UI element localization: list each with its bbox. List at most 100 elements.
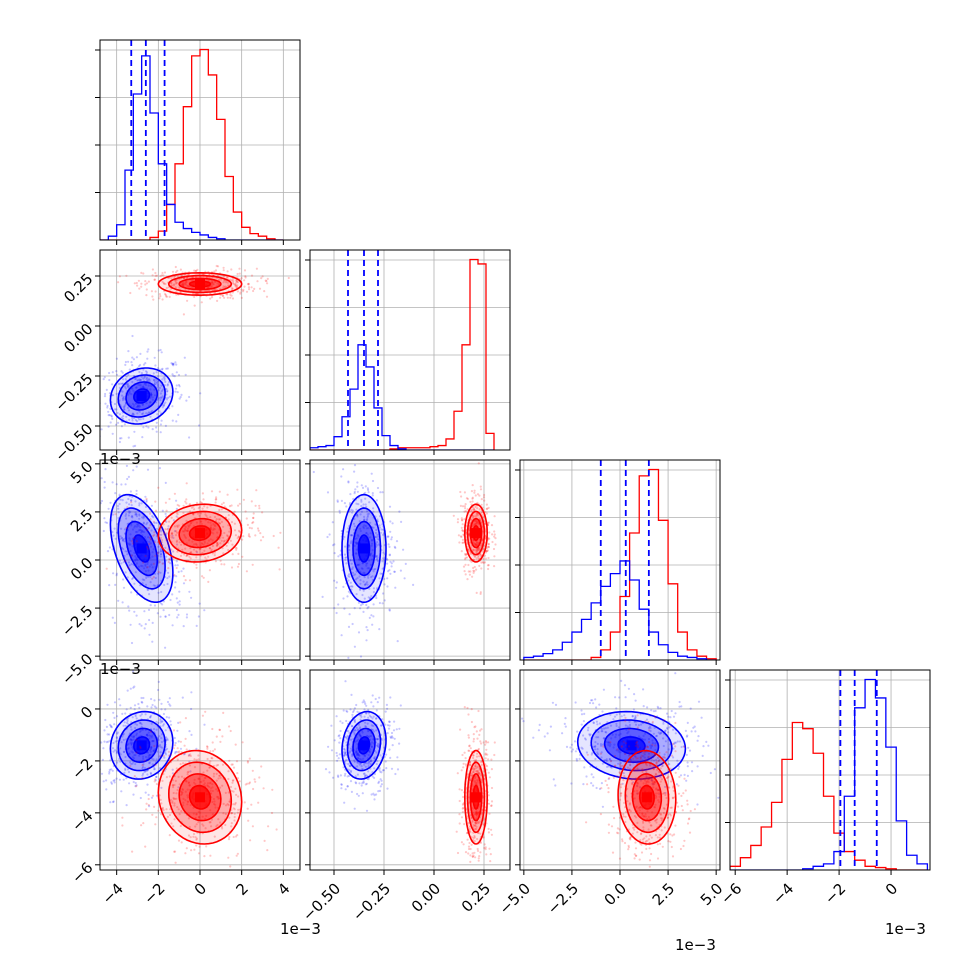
- sample-point-red: [203, 540, 206, 543]
- sample-point-blue: [361, 767, 364, 771]
- sample-point-blue: [159, 348, 162, 352]
- sample-point-red: [227, 518, 230, 521]
- sample-point-blue: [362, 503, 365, 506]
- sample-point-blue: [582, 783, 585, 786]
- sample-point-blue: [131, 417, 134, 420]
- sample-point-red: [220, 563, 223, 566]
- sample-point-blue: [403, 577, 406, 580]
- sample-point-blue: [607, 777, 610, 781]
- sample-point-blue: [162, 404, 166, 407]
- sample-point-blue: [120, 437, 123, 440]
- sample-point-blue: [393, 737, 396, 740]
- sample-point-red: [184, 790, 187, 793]
- sample-point-blue: [351, 511, 354, 514]
- sample-point-blue: [344, 753, 347, 756]
- sample-point-blue: [370, 745, 374, 749]
- sample-point-blue: [396, 768, 400, 771]
- sample-point-blue: [623, 714, 626, 717]
- sample-point-blue: [348, 774, 351, 778]
- sample-point-blue: [149, 392, 153, 396]
- sample-point-blue: [97, 377, 99, 379]
- sample-point-red: [490, 828, 493, 831]
- sample-point-red: [206, 506, 209, 509]
- sample-point-red: [196, 268, 199, 271]
- sample-point-blue: [390, 731, 394, 735]
- sample-point-red: [460, 526, 463, 530]
- sample-point-red: [185, 280, 188, 284]
- sample-point-red: [170, 822, 173, 825]
- sample-point-blue: [164, 546, 167, 550]
- sample-point-blue: [149, 747, 153, 750]
- sample-point-blue: [103, 395, 107, 398]
- sample-point-red: [158, 560, 161, 564]
- sample-point-blue: [100, 499, 104, 503]
- sample-point-blue: [359, 579, 362, 582]
- pair-panel-r3-c1: [100, 464, 282, 649]
- sample-point-blue: [388, 608, 391, 611]
- sample-point-blue: [168, 613, 171, 617]
- sample-point-blue: [351, 725, 354, 728]
- sample-point-blue: [134, 715, 137, 718]
- sample-point-blue: [363, 524, 366, 527]
- sample-point-red: [464, 552, 467, 556]
- sample-point-blue: [376, 760, 379, 763]
- sample-point-red: [471, 500, 474, 503]
- sample-point-blue: [177, 373, 181, 377]
- sample-point-red: [139, 745, 142, 748]
- sample-point-red: [165, 295, 168, 298]
- sample-point-blue: [129, 549, 132, 553]
- sample-point-red: [166, 815, 169, 819]
- sample-point-red: [458, 541, 461, 544]
- sample-point-blue: [132, 358, 135, 361]
- sample-point-red: [211, 786, 214, 789]
- sample-point-red: [221, 827, 224, 830]
- sample-point-blue: [177, 721, 180, 725]
- sample-point-blue: [110, 768, 113, 771]
- sample-point-blue: [108, 584, 111, 587]
- sample-point-red: [275, 828, 278, 831]
- sample-point-blue: [144, 623, 147, 626]
- sample-point-red: [211, 281, 214, 284]
- sample-point-blue: [105, 788, 108, 791]
- sample-point-blue: [350, 769, 353, 773]
- sample-point-red: [243, 801, 246, 804]
- sample-point-blue: [139, 384, 142, 387]
- sample-point-red: [144, 554, 147, 558]
- sample-point-blue: [564, 725, 567, 728]
- sample-point-red: [246, 782, 249, 785]
- sample-point-blue: [140, 725, 143, 729]
- sample-point-blue: [157, 572, 160, 575]
- sample-point-blue: [583, 737, 587, 740]
- sample-point-red: [475, 766, 478, 770]
- sample-point-blue: [121, 399, 125, 402]
- sample-point-red: [220, 503, 223, 506]
- sample-point-red: [232, 835, 235, 839]
- sample-point-red: [216, 763, 220, 767]
- sample-point-blue: [684, 729, 688, 733]
- sample-point-blue: [114, 749, 117, 752]
- sample-point-blue: [161, 388, 164, 391]
- sample-point-blue: [353, 719, 356, 723]
- sample-point-blue: [129, 533, 132, 536]
- sample-point-blue: [127, 605, 130, 608]
- sample-point-red: [187, 800, 190, 803]
- sample-point-blue: [359, 735, 362, 738]
- density-peak-blue: [359, 740, 369, 751]
- sample-point-blue: [365, 626, 368, 629]
- sample-point-red: [203, 505, 206, 508]
- sample-point-red: [472, 768, 475, 772]
- sample-point-blue: [165, 515, 168, 518]
- sample-point-red: [483, 878, 485, 880]
- sample-point-blue: [360, 510, 363, 513]
- sample-point-red: [214, 525, 217, 528]
- sample-point-blue: [174, 387, 178, 390]
- sample-point-blue: [161, 395, 164, 398]
- sample-point-red: [228, 835, 231, 839]
- sample-point-red: [476, 820, 479, 824]
- sample-point-red: [212, 797, 215, 801]
- sample-point-red: [472, 548, 475, 551]
- sample-point-blue: [349, 581, 352, 584]
- sample-point-red: [478, 772, 481, 775]
- sample-point-blue: [680, 705, 683, 708]
- sample-point-blue: [381, 718, 384, 721]
